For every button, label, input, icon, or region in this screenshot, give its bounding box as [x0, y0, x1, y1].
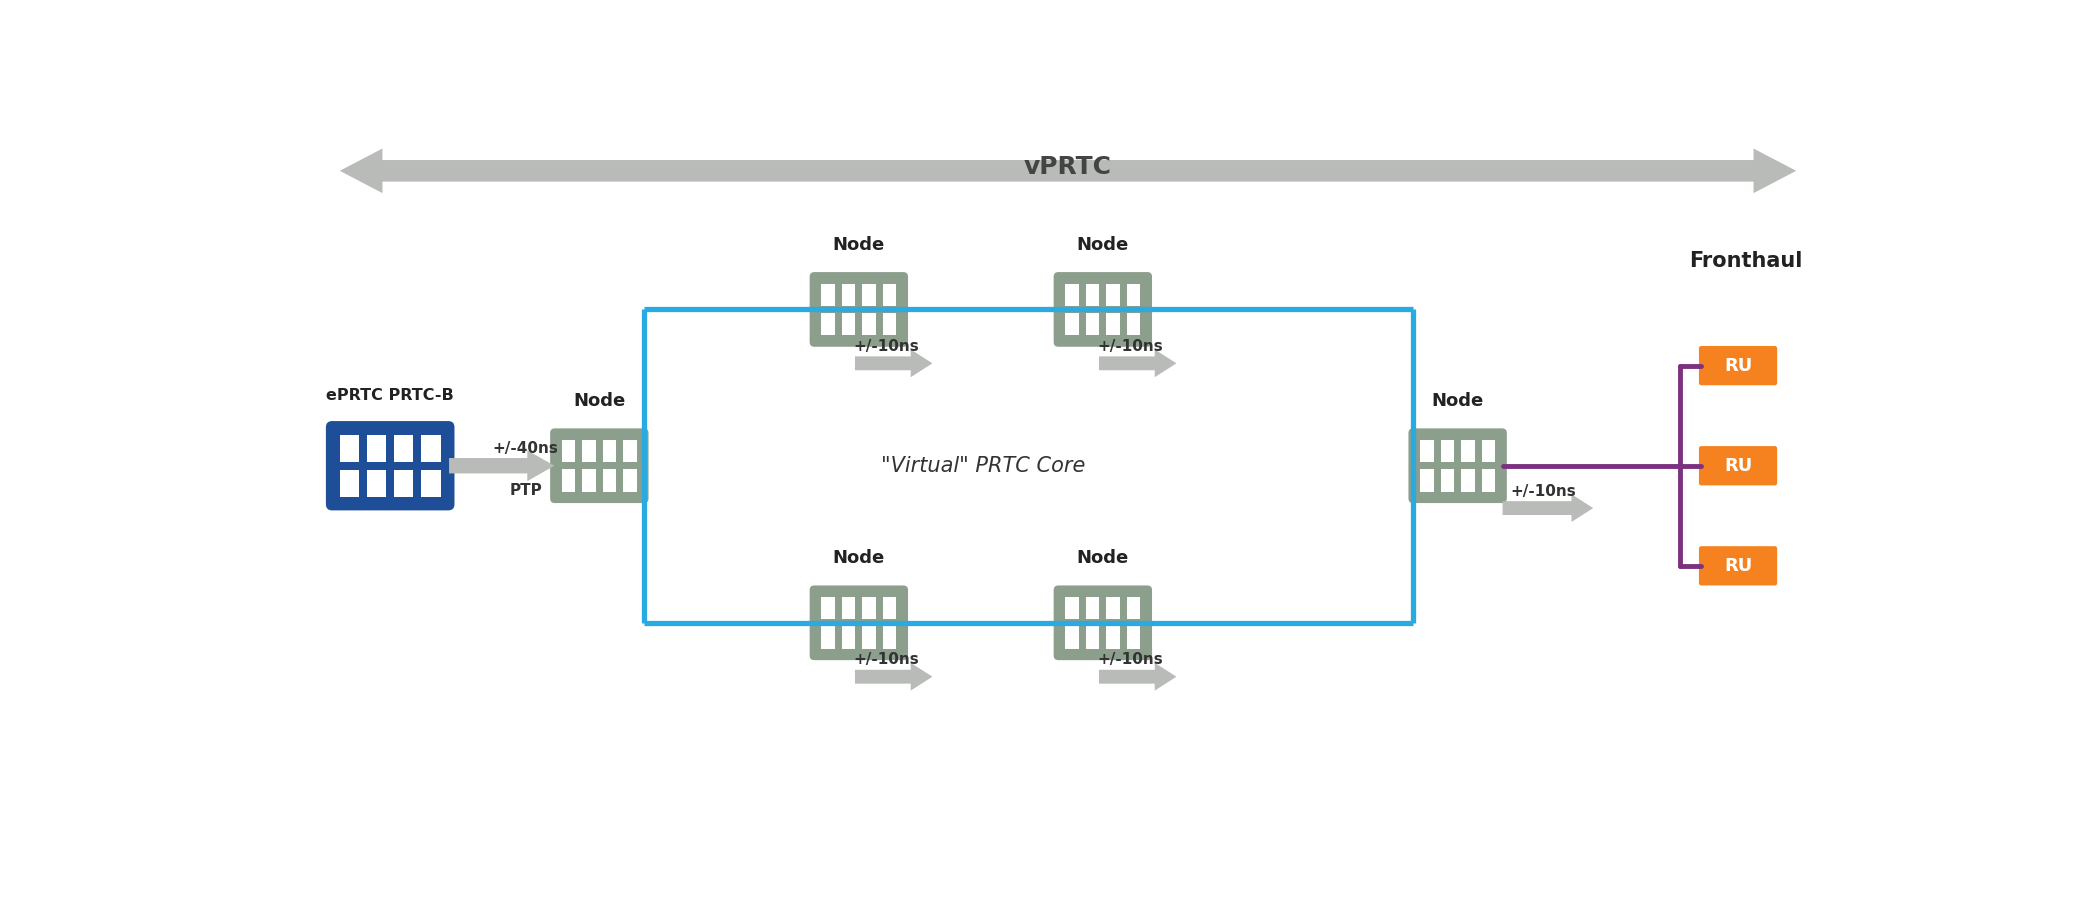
Text: Node: Node	[1432, 392, 1484, 411]
Bar	[863, 283, 875, 306]
Bar	[842, 597, 856, 619]
Bar	[842, 627, 856, 649]
Bar	[1482, 440, 1494, 462]
FancyBboxPatch shape	[1698, 346, 1778, 385]
Polygon shape	[1100, 663, 1175, 690]
FancyBboxPatch shape	[1054, 585, 1152, 660]
Bar	[884, 313, 896, 335]
Bar	[1482, 469, 1494, 492]
Text: PTP: PTP	[510, 483, 542, 498]
FancyBboxPatch shape	[550, 428, 649, 503]
Bar	[602, 469, 617, 492]
Bar	[1085, 627, 1100, 649]
Bar	[1085, 597, 1100, 619]
Bar	[563, 469, 575, 492]
FancyBboxPatch shape	[1054, 272, 1152, 347]
Bar	[340, 470, 359, 497]
Bar	[422, 435, 441, 462]
FancyBboxPatch shape	[810, 585, 909, 660]
Bar	[340, 435, 359, 462]
Bar	[1085, 313, 1100, 335]
Bar	[842, 313, 856, 335]
Bar	[395, 470, 414, 497]
Text: +/-40ns: +/-40ns	[493, 441, 558, 457]
Bar	[884, 597, 896, 619]
Bar	[1127, 313, 1140, 335]
Text: Node: Node	[573, 392, 626, 411]
Text: +/-10ns: +/-10ns	[1098, 653, 1163, 667]
Bar	[1127, 597, 1140, 619]
Bar	[821, 283, 835, 306]
Text: +/-10ns: +/-10ns	[1509, 484, 1576, 498]
Text: RU: RU	[1723, 356, 1753, 375]
Bar	[395, 435, 414, 462]
FancyBboxPatch shape	[1698, 446, 1778, 485]
Bar	[1085, 283, 1100, 306]
Text: vPRTC: vPRTC	[1024, 155, 1112, 179]
Bar	[863, 627, 875, 649]
Bar	[422, 470, 441, 497]
Bar	[884, 627, 896, 649]
Text: +/-10ns: +/-10ns	[852, 653, 919, 667]
Text: +/-10ns: +/-10ns	[852, 339, 919, 354]
Bar	[1440, 440, 1455, 462]
Bar	[581, 469, 596, 492]
Text: Node: Node	[1077, 236, 1129, 254]
Polygon shape	[449, 450, 554, 481]
Text: RU: RU	[1723, 557, 1753, 575]
FancyBboxPatch shape	[325, 421, 455, 510]
Bar	[1066, 313, 1079, 335]
Text: Node: Node	[833, 236, 886, 254]
Bar	[1066, 627, 1079, 649]
Bar	[1421, 469, 1434, 492]
Polygon shape	[854, 663, 932, 690]
Text: +/-10ns: +/-10ns	[1098, 339, 1163, 354]
Bar	[884, 283, 896, 306]
FancyBboxPatch shape	[1698, 546, 1778, 585]
Bar	[623, 440, 636, 462]
Bar	[842, 283, 856, 306]
Text: RU: RU	[1723, 457, 1753, 474]
Bar	[1127, 627, 1140, 649]
Polygon shape	[1503, 494, 1593, 521]
Bar	[367, 435, 386, 462]
Polygon shape	[1100, 350, 1175, 378]
Bar	[1461, 469, 1476, 492]
Bar	[821, 627, 835, 649]
Bar	[1106, 597, 1121, 619]
Bar	[1440, 469, 1455, 492]
Text: Node: Node	[1077, 549, 1129, 568]
Bar	[581, 440, 596, 462]
Bar	[563, 440, 575, 462]
Polygon shape	[854, 350, 932, 378]
Bar	[1066, 283, 1079, 306]
Bar	[602, 440, 617, 462]
Bar	[821, 597, 835, 619]
Bar	[1106, 313, 1121, 335]
Bar	[1066, 597, 1079, 619]
FancyBboxPatch shape	[810, 272, 909, 347]
Bar	[821, 313, 835, 335]
Bar	[1106, 283, 1121, 306]
Text: Fronthaul: Fronthaul	[1690, 251, 1803, 271]
Bar	[863, 313, 875, 335]
Text: "Virtual" PRTC Core: "Virtual" PRTC Core	[882, 456, 1085, 475]
Text: ePRTC PRTC-B: ePRTC PRTC-B	[325, 388, 453, 402]
FancyBboxPatch shape	[1408, 428, 1507, 503]
Bar	[367, 470, 386, 497]
Bar	[1127, 283, 1140, 306]
Text: Node: Node	[833, 549, 886, 568]
Bar	[1461, 440, 1476, 462]
Polygon shape	[340, 149, 1797, 193]
Bar	[1421, 440, 1434, 462]
Bar	[1106, 627, 1121, 649]
Bar	[623, 469, 636, 492]
Bar	[863, 597, 875, 619]
